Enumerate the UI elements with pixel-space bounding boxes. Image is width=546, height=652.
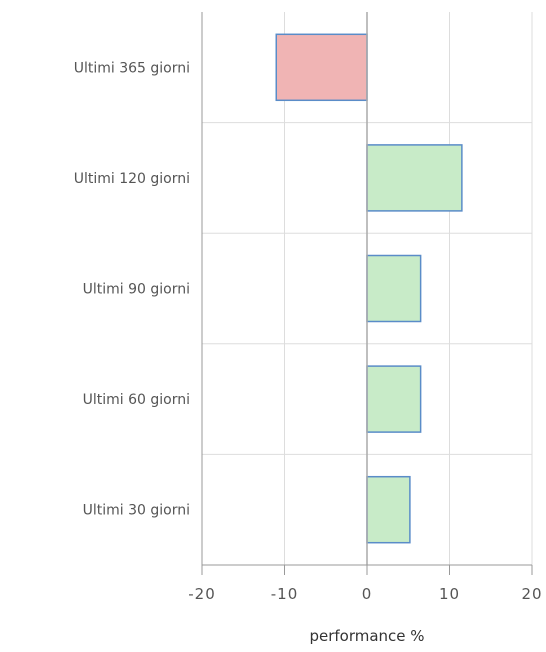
axes bbox=[201, 12, 533, 575]
category-label: Ultimi 30 giorni bbox=[83, 503, 190, 519]
category-label: Ultimi 365 giorni bbox=[74, 60, 190, 76]
x-tick-label: -10 bbox=[271, 585, 299, 603]
x-tick-label: 0 bbox=[362, 585, 373, 603]
bar bbox=[366, 365, 422, 433]
bar bbox=[366, 254, 422, 323]
bar bbox=[366, 475, 411, 544]
bars bbox=[275, 33, 463, 544]
x-tick-label: -20 bbox=[188, 585, 216, 603]
bar bbox=[366, 144, 463, 212]
category-label: Ultimi 60 giorni bbox=[83, 392, 190, 408]
x-tick-label: 20 bbox=[521, 585, 542, 603]
x-tick-label: 10 bbox=[439, 585, 460, 603]
x-axis-title: performance % bbox=[309, 627, 424, 645]
labels: -20 -10 0 10 20 Ultimi 365 giorni Ultimi 120 g… bbox=[74, 60, 542, 603]
category-label: Ultimi 120 giorni bbox=[74, 171, 190, 187]
category-label: Ultimi 90 giorni bbox=[83, 282, 190, 298]
bar bbox=[275, 33, 368, 102]
